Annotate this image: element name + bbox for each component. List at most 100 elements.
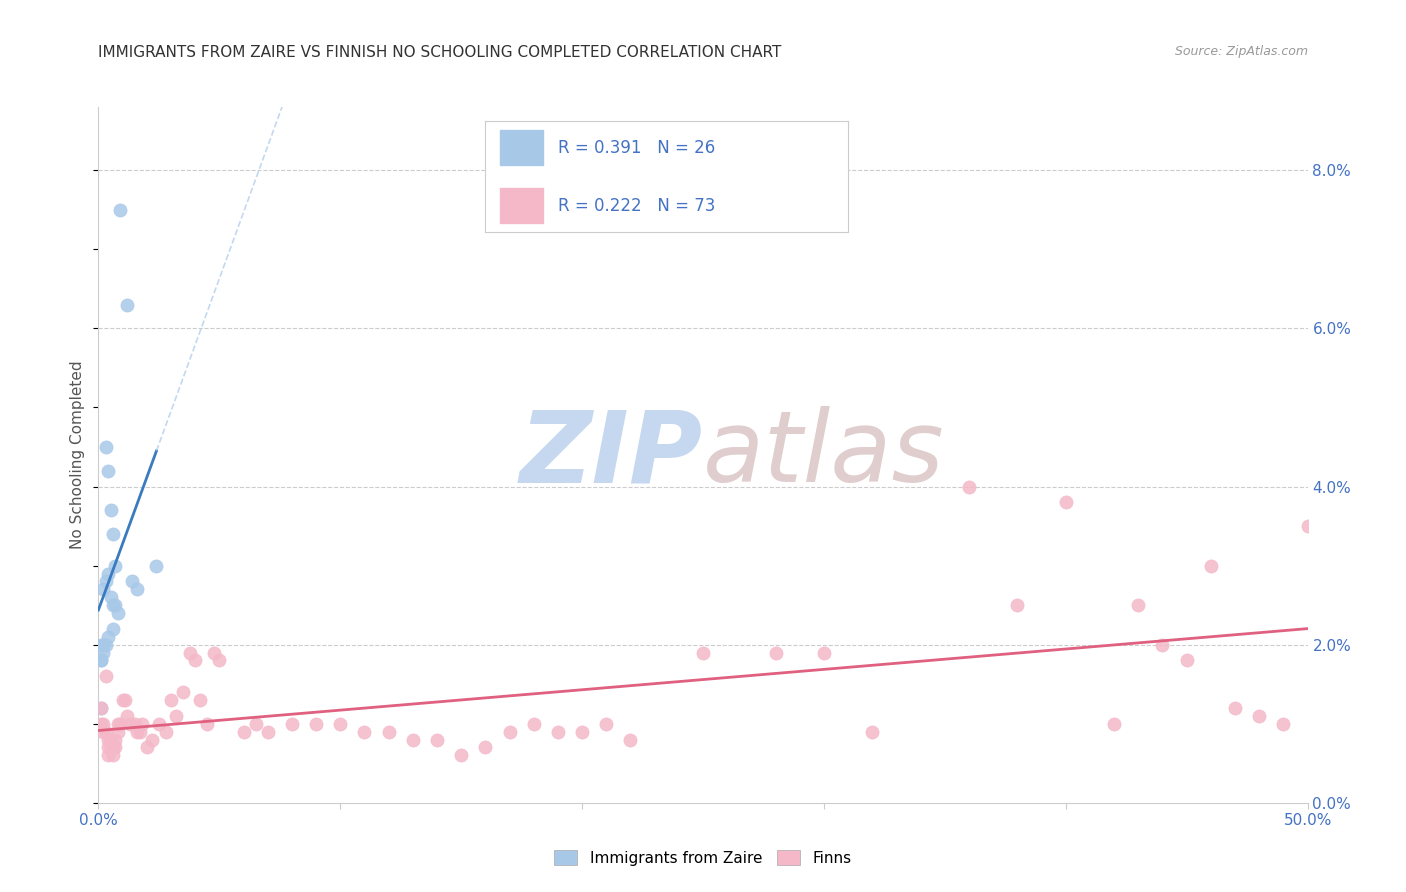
- Point: [97, 464, 120, 478]
- Point: [90, 638, 112, 652]
- Point: [91, 716, 114, 731]
- Point: [128, 724, 150, 739]
- Point: [117, 298, 139, 312]
- Point: [305, 716, 328, 731]
- Point: [450, 748, 472, 763]
- Point: [135, 740, 157, 755]
- Point: [232, 724, 254, 739]
- Point: [523, 716, 546, 731]
- Point: [100, 503, 122, 517]
- Point: [101, 748, 124, 763]
- Text: Source: ZipAtlas.com: Source: ZipAtlas.com: [1174, 45, 1308, 58]
- Point: [353, 724, 375, 739]
- Point: [195, 716, 218, 731]
- Point: [90, 653, 112, 667]
- Point: [100, 732, 122, 747]
- Text: atlas: atlas: [703, 407, 945, 503]
- Legend: Immigrants from Zaire, Finns: Immigrants from Zaire, Finns: [548, 844, 858, 871]
- Point: [107, 606, 129, 620]
- Point: [127, 724, 149, 739]
- Point: [101, 740, 124, 755]
- Point: [131, 716, 153, 731]
- Point: [595, 716, 617, 731]
- Y-axis label: No Schooling Completed: No Schooling Completed: [70, 360, 86, 549]
- Point: [281, 716, 304, 731]
- Point: [97, 566, 120, 581]
- Point: [104, 598, 127, 612]
- Point: [94, 669, 117, 683]
- Point: [124, 716, 146, 731]
- Point: [547, 724, 569, 739]
- Point: [90, 716, 112, 731]
- Point: [474, 740, 496, 755]
- Point: [145, 558, 167, 573]
- Point: [426, 732, 449, 747]
- Point: [1199, 558, 1222, 573]
- Point: [957, 479, 980, 493]
- Point: [111, 693, 134, 707]
- Point: [1175, 653, 1198, 667]
- Point: [1152, 638, 1174, 652]
- Point: [141, 732, 163, 747]
- Point: [104, 558, 127, 573]
- Point: [97, 740, 120, 755]
- Point: [114, 693, 136, 707]
- Point: [692, 646, 714, 660]
- Point: [127, 582, 149, 597]
- Point: [160, 693, 183, 707]
- Point: [91, 724, 114, 739]
- Point: [94, 440, 117, 454]
- Point: [90, 653, 112, 667]
- Point: [101, 598, 124, 612]
- Point: [1272, 716, 1295, 731]
- Point: [204, 646, 226, 660]
- Point: [619, 732, 641, 747]
- Point: [104, 732, 127, 747]
- Point: [107, 724, 129, 739]
- Point: [245, 716, 267, 731]
- Point: [91, 638, 114, 652]
- Point: [813, 646, 835, 660]
- Point: [498, 724, 520, 739]
- Point: [1249, 708, 1271, 723]
- Point: [148, 716, 170, 731]
- Point: [172, 685, 194, 699]
- Point: [97, 732, 120, 747]
- Point: [90, 701, 112, 715]
- Point: [155, 724, 177, 739]
- Point: [1102, 716, 1125, 731]
- Text: ZIP: ZIP: [520, 407, 703, 503]
- Point: [107, 716, 129, 731]
- Point: [100, 591, 122, 605]
- Point: [100, 740, 122, 755]
- Point: [101, 527, 124, 541]
- Point: [1054, 495, 1077, 509]
- Point: [108, 716, 131, 731]
- Point: [179, 646, 201, 660]
- Point: [1296, 519, 1319, 533]
- Point: [765, 646, 787, 660]
- Point: [94, 574, 117, 589]
- Point: [91, 646, 114, 660]
- Point: [117, 708, 139, 723]
- Point: [208, 653, 231, 667]
- Point: [1128, 598, 1150, 612]
- Point: [94, 724, 117, 739]
- Point: [90, 701, 112, 715]
- Point: [108, 202, 131, 217]
- Point: [188, 693, 211, 707]
- Point: [121, 574, 143, 589]
- Point: [165, 708, 187, 723]
- Point: [402, 732, 425, 747]
- Point: [1007, 598, 1029, 612]
- Point: [329, 716, 352, 731]
- Point: [94, 638, 117, 652]
- Point: [97, 748, 120, 763]
- Point: [104, 740, 127, 755]
- Point: [256, 724, 278, 739]
- Point: [184, 653, 207, 667]
- Point: [1223, 701, 1246, 715]
- Text: IMMIGRANTS FROM ZAIRE VS FINNISH NO SCHOOLING COMPLETED CORRELATION CHART: IMMIGRANTS FROM ZAIRE VS FINNISH NO SCHO…: [98, 45, 782, 60]
- Point: [571, 724, 593, 739]
- Point: [97, 630, 120, 644]
